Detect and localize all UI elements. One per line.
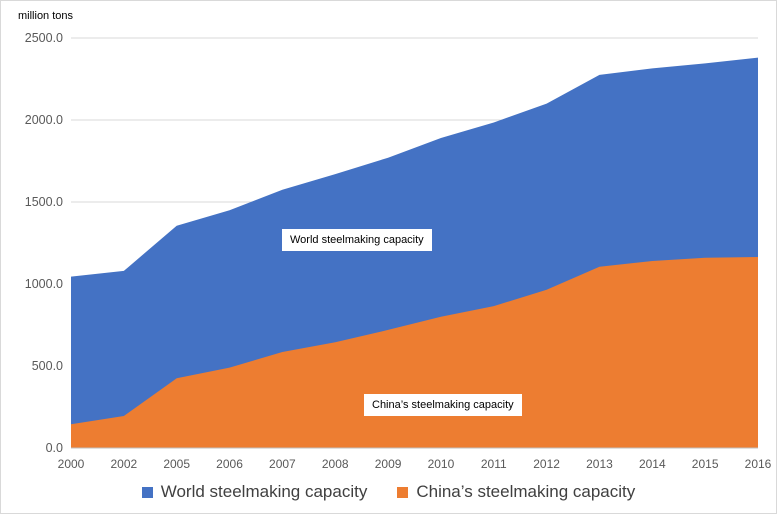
x-tick-label: 2015 [692,457,719,471]
x-tick-label: 2013 [586,457,613,471]
legend-swatch-china [397,486,409,498]
y-tick-label: 1500.0 [25,195,63,209]
y-tick-label: 2000.0 [25,113,63,127]
x-tick-label: 2000 [58,457,85,471]
x-tick-label: 2002 [110,457,137,471]
x-tick-label: 2007 [269,457,296,471]
legend-item-world: World steelmaking capacity [141,482,368,502]
x-tick-label: 2016 [745,457,772,471]
x-tick-label: 2008 [322,457,349,471]
x-tick-label: 2006 [216,457,243,471]
annotation-china-capacity: China’s steelmaking capacity [364,394,522,416]
plot-areas [71,57,758,449]
y-tick-label: 1000.0 [25,277,63,291]
y-tick-label: 500.0 [32,359,63,373]
legend-label-world: World steelmaking capacity [160,482,368,501]
x-tick-label: 2011 [481,457,507,471]
area-series-china [71,256,758,448]
legend-swatch-world [141,486,153,498]
y-axis-unit-label: million tons [18,10,74,22]
legend-label-china: China’s steelmaking capacity [416,482,636,501]
legend: World steelmaking capacity China’s steel… [0,482,777,502]
legend-item-china: China’s steelmaking capacity [397,482,635,502]
axes: 0.0 500.0 1000.0 1500.0 2000.0 2500.0 2000 2002… [25,31,772,471]
x-tick-label: 2005 [163,457,190,471]
x-tick-label: 2012 [533,457,560,471]
y-tick-label: 0.0 [46,441,63,455]
annotation-world-capacity: World steelmaking capacity [282,229,432,251]
y-tick-label: 2500.0 [25,31,63,45]
x-tick-label: 2009 [375,457,402,471]
x-tick-label: 2014 [639,457,666,471]
x-tick-label: 2010 [428,457,455,471]
